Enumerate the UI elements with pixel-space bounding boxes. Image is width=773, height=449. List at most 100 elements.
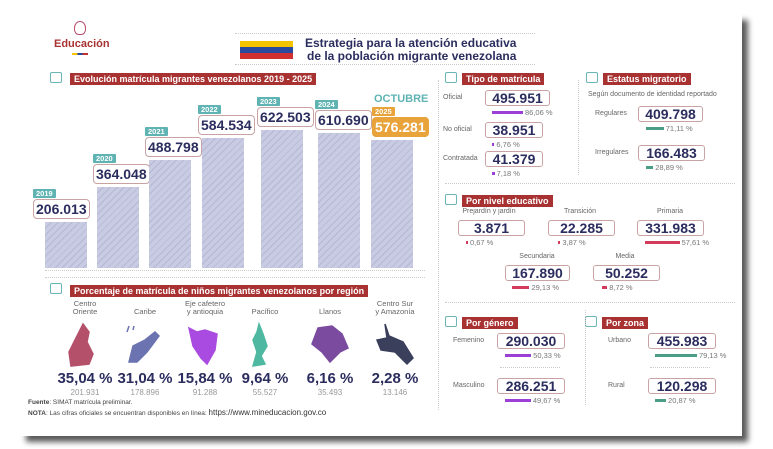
nivel-pct: 3,87 % [562, 238, 586, 247]
page-title: Estrategia para la atención educativa de… [305, 37, 516, 63]
zona-pct: 20,87 % [668, 396, 696, 405]
genero-label: Masculino [453, 382, 485, 389]
region-count: 13.146 [382, 388, 408, 397]
region-count: 178.896 [130, 388, 160, 397]
nivel-value: 3.871 [458, 220, 525, 236]
nivel-icon [445, 194, 457, 205]
nivel-share-bar [602, 286, 608, 289]
region-count: 201.931 [70, 388, 100, 397]
logo-underline [72, 53, 88, 55]
region-count: 35.493 [317, 388, 343, 397]
region-count: 91.288 [192, 388, 218, 397]
tipo-pct: 6,76 % [496, 140, 520, 149]
tipo-label: Contratada [443, 155, 478, 162]
nivel-label: Transición [563, 208, 597, 215]
tipo-icon [445, 72, 457, 83]
tipo-value: 495.951 [485, 90, 550, 106]
nota-note: NOTA: Las cifras oficiales se encuentran… [28, 408, 326, 417]
bar-2024 [318, 132, 360, 268]
bar-value-label: 206.013 [33, 199, 90, 220]
nivel-label: Media [615, 253, 635, 260]
nivel-pct: 57,61 % [681, 238, 710, 247]
bar-value-label: 622.503 [257, 107, 314, 127]
venezuela-flag-icon [240, 41, 293, 59]
divider [500, 367, 560, 368]
bar-2022 [202, 138, 244, 268]
estatus-value: 409.798 [638, 106, 703, 122]
year-tag: 2020 [93, 154, 116, 164]
region-pct: 9,64 % [241, 370, 289, 387]
region-map-icon [373, 322, 417, 368]
genero-value: 290.030 [497, 333, 565, 349]
tipo-share-bar [492, 172, 495, 175]
bar-2019 [45, 222, 87, 268]
bar-2025 [371, 140, 413, 268]
bar-2020 [97, 187, 139, 268]
divider [445, 302, 735, 303]
region-pct: 35,04 % [57, 370, 113, 387]
nivel-value: 167.890 [505, 265, 570, 281]
estatus-share-bar [646, 166, 654, 169]
divider [45, 277, 425, 278]
bar-value-label: 488.798 [145, 136, 202, 157]
title-line2: de la población migrante venezolana [307, 49, 517, 63]
tipo-label: Oficial [443, 94, 463, 101]
region-name: Pacífico [251, 307, 279, 316]
chart-baseline [45, 270, 425, 271]
region-map-icon [123, 322, 167, 368]
octubre-label: OCTUBRE [374, 93, 429, 105]
region-name: Eje cafetero [184, 299, 226, 308]
bar-value-label: 584.534 [198, 115, 255, 136]
nivel-pct: 0,67 % [470, 238, 494, 247]
year-tag: 2025 [372, 107, 395, 117]
region-name: y Amazonía [375, 307, 415, 316]
bar-value-label: 610.690 [315, 109, 372, 130]
fuente-label: Fuente [28, 399, 50, 406]
region-name: Oriente [72, 307, 98, 316]
year-tag: 2021 [145, 126, 168, 136]
zona-pct: 79,13 % [698, 351, 727, 360]
year-tag: 2019 [33, 189, 56, 199]
nivel-label: Prejardín y jardín [462, 208, 516, 215]
nivel-value: 50.252 [593, 265, 660, 281]
nota-text: : Las cifras oficiales se encuentran dis… [45, 410, 209, 417]
divider [578, 80, 579, 175]
region-name: Centro Sur [376, 299, 414, 308]
genero-share-bar [505, 354, 532, 357]
region-name: Llanos [318, 307, 342, 316]
region-pct: 31,04 % [117, 370, 173, 387]
zona-header: Por zona [602, 317, 649, 329]
nivel-value: 22.285 [548, 220, 615, 236]
estatus-header: Estatus migratorio [603, 73, 691, 85]
nivel-value: 331.983 [637, 220, 704, 236]
tipo-share-bar [492, 111, 523, 114]
divider [585, 310, 586, 405]
nivel-label: Primaria [656, 208, 684, 215]
tipo-share-bar [492, 143, 495, 146]
zona-label: Rural [608, 382, 625, 389]
evolucion-header: Evolución matrícula migrantes venezolano… [70, 73, 317, 85]
zona-share-bar [655, 399, 667, 402]
estatus-pct: 71,11 % [665, 124, 693, 133]
tipo-value: 38.951 [485, 122, 543, 138]
estatus-label: Irregulares [595, 149, 629, 156]
genero-pct: 49,67 % [532, 396, 561, 405]
bar-2021 [149, 159, 191, 268]
genero-pct: 50,33 % [533, 351, 561, 360]
estatus-share-bar [646, 127, 664, 130]
genero-value: 286.251 [497, 378, 565, 394]
nivel-pct: 29,13 % [531, 283, 559, 292]
nivel-header: Por nivel educativo [462, 195, 553, 207]
nivel-share-bar [466, 241, 468, 244]
estatus-pct: 28,89 % [655, 163, 683, 172]
region-pct: 2,28 % [371, 370, 419, 387]
zona-icon [585, 316, 597, 327]
fuente-text: : SIMAT matrícula preliminar. [49, 399, 133, 406]
genero-label: Femenino [453, 337, 485, 344]
nivel-pct: 8,72 % [609, 283, 633, 292]
tipo-header: Tipo de matrícula [462, 73, 545, 85]
url-link[interactable]: https://www.mineducacion.gov.co [208, 408, 327, 417]
region-count: 55.527 [252, 388, 278, 397]
nivel-label: Secundaria [519, 253, 555, 260]
tipo-label: No oficial [443, 126, 472, 133]
